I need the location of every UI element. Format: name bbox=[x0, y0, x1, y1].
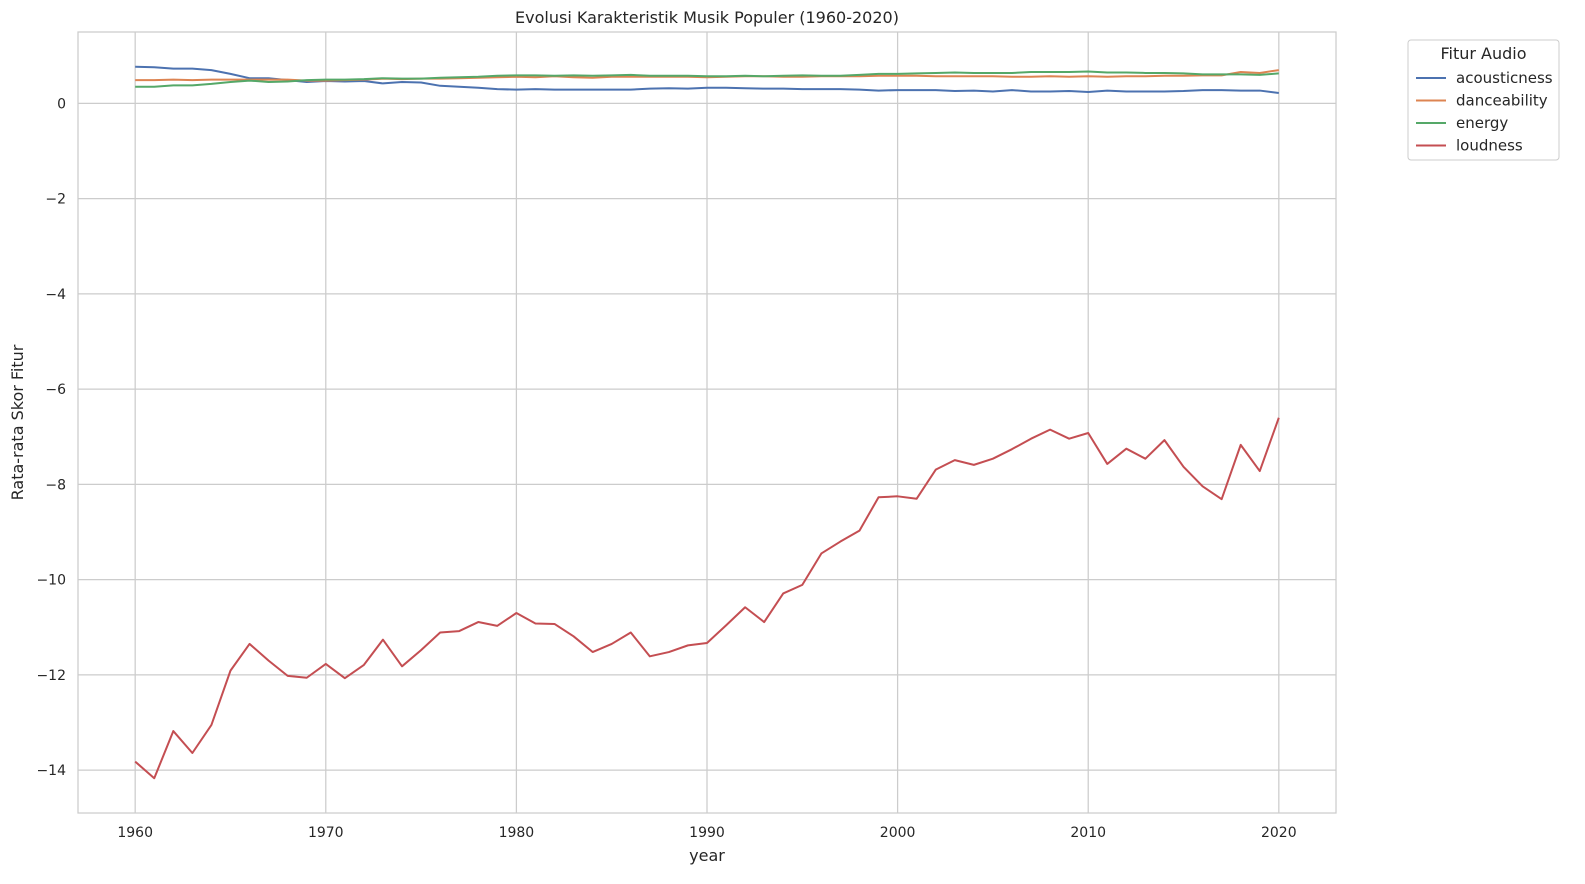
y-tick-label: −10 bbox=[36, 573, 66, 589]
y-tick-label: −14 bbox=[36, 763, 66, 779]
x-tick-label: 1960 bbox=[117, 825, 153, 841]
grid bbox=[78, 32, 1336, 813]
legend: Fitur Audio acousticness danceability ener… bbox=[1407, 39, 1560, 161]
x-tick-label: 2010 bbox=[1070, 825, 1106, 841]
y-axis-title: Rata-rata Skor Fitur bbox=[8, 344, 27, 500]
x-tick-label: 1980 bbox=[499, 825, 535, 841]
legend-title: Fitur Audio bbox=[1440, 44, 1526, 63]
plot-frame bbox=[77, 31, 1337, 814]
y-tick-labels: 0 −2 −4 −6 −8 −10 −12 −14 bbox=[36, 96, 66, 779]
series-lines bbox=[134, 65, 1280, 780]
y-tick-label: 0 bbox=[57, 96, 66, 112]
x-tick-label: 2000 bbox=[880, 825, 916, 841]
y-tick-label: −8 bbox=[45, 477, 66, 493]
legend-label-loudness: loudness bbox=[1456, 137, 1523, 155]
legend-box bbox=[1407, 39, 1560, 161]
legend-label-acousticness: acousticness bbox=[1456, 69, 1553, 87]
series-line-energy bbox=[135, 70, 1279, 88]
legend-label-energy: energy bbox=[1456, 114, 1508, 132]
y-tick-label: −2 bbox=[45, 192, 66, 208]
y-tick-label: −6 bbox=[45, 382, 66, 398]
x-tick-label: 1990 bbox=[689, 825, 725, 841]
y-tick-label: −12 bbox=[36, 668, 66, 684]
x-tick-label: 2020 bbox=[1261, 825, 1297, 841]
legend-label-danceability: danceability bbox=[1456, 92, 1548, 110]
x-axis-title: year bbox=[689, 846, 725, 865]
legend-items: acousticness danceability energy loudness bbox=[1416, 69, 1553, 155]
x-tick-label: 1970 bbox=[308, 825, 344, 841]
chart-title: Evolusi Karakteristik Musik Populer (196… bbox=[515, 8, 899, 27]
y-tick-label: −4 bbox=[45, 287, 66, 303]
x-tick-labels: 1960 1970 1980 1990 2000 2010 2020 bbox=[117, 825, 1296, 841]
series-line-loudness bbox=[134, 417, 1280, 780]
